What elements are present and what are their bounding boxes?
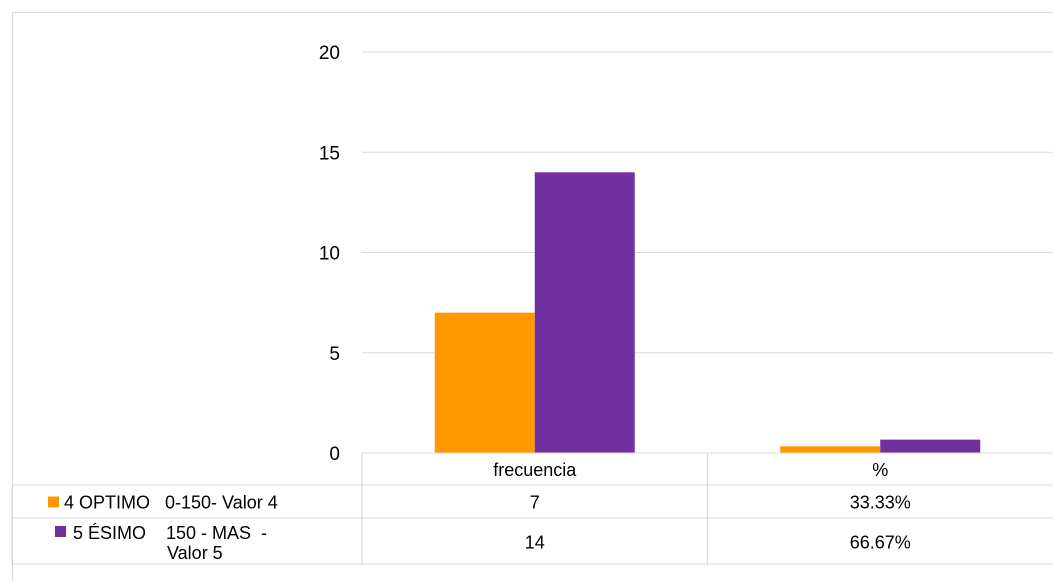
y-tick-label: 5 xyxy=(329,344,340,365)
bar xyxy=(880,439,981,453)
x-category-label: % xyxy=(872,460,888,480)
legend-swatch xyxy=(55,526,66,537)
bar xyxy=(434,312,535,453)
y-tick-label: 15 xyxy=(319,143,340,164)
y-tick-label: 20 xyxy=(319,43,340,64)
y-tick-label: 0 xyxy=(329,444,340,465)
legend-label: 5 ÉSIMO 150 - MAS - xyxy=(73,523,267,543)
data-label: 66.67% xyxy=(850,533,911,553)
legend-label: 4 OPTIMO 0-150- Valor 4 xyxy=(64,493,278,513)
legend-label: Valor 5 xyxy=(167,543,223,563)
data-label: 33.33% xyxy=(850,493,911,513)
chart-frame xyxy=(12,12,1053,581)
data-label: 14 xyxy=(525,533,545,553)
data-label: 7 xyxy=(530,493,540,513)
x-category-label: frecuencia xyxy=(493,460,577,480)
bar xyxy=(780,446,881,453)
legend-swatch xyxy=(48,496,59,508)
y-tick-label: 10 xyxy=(319,244,340,265)
bar xyxy=(534,172,635,454)
